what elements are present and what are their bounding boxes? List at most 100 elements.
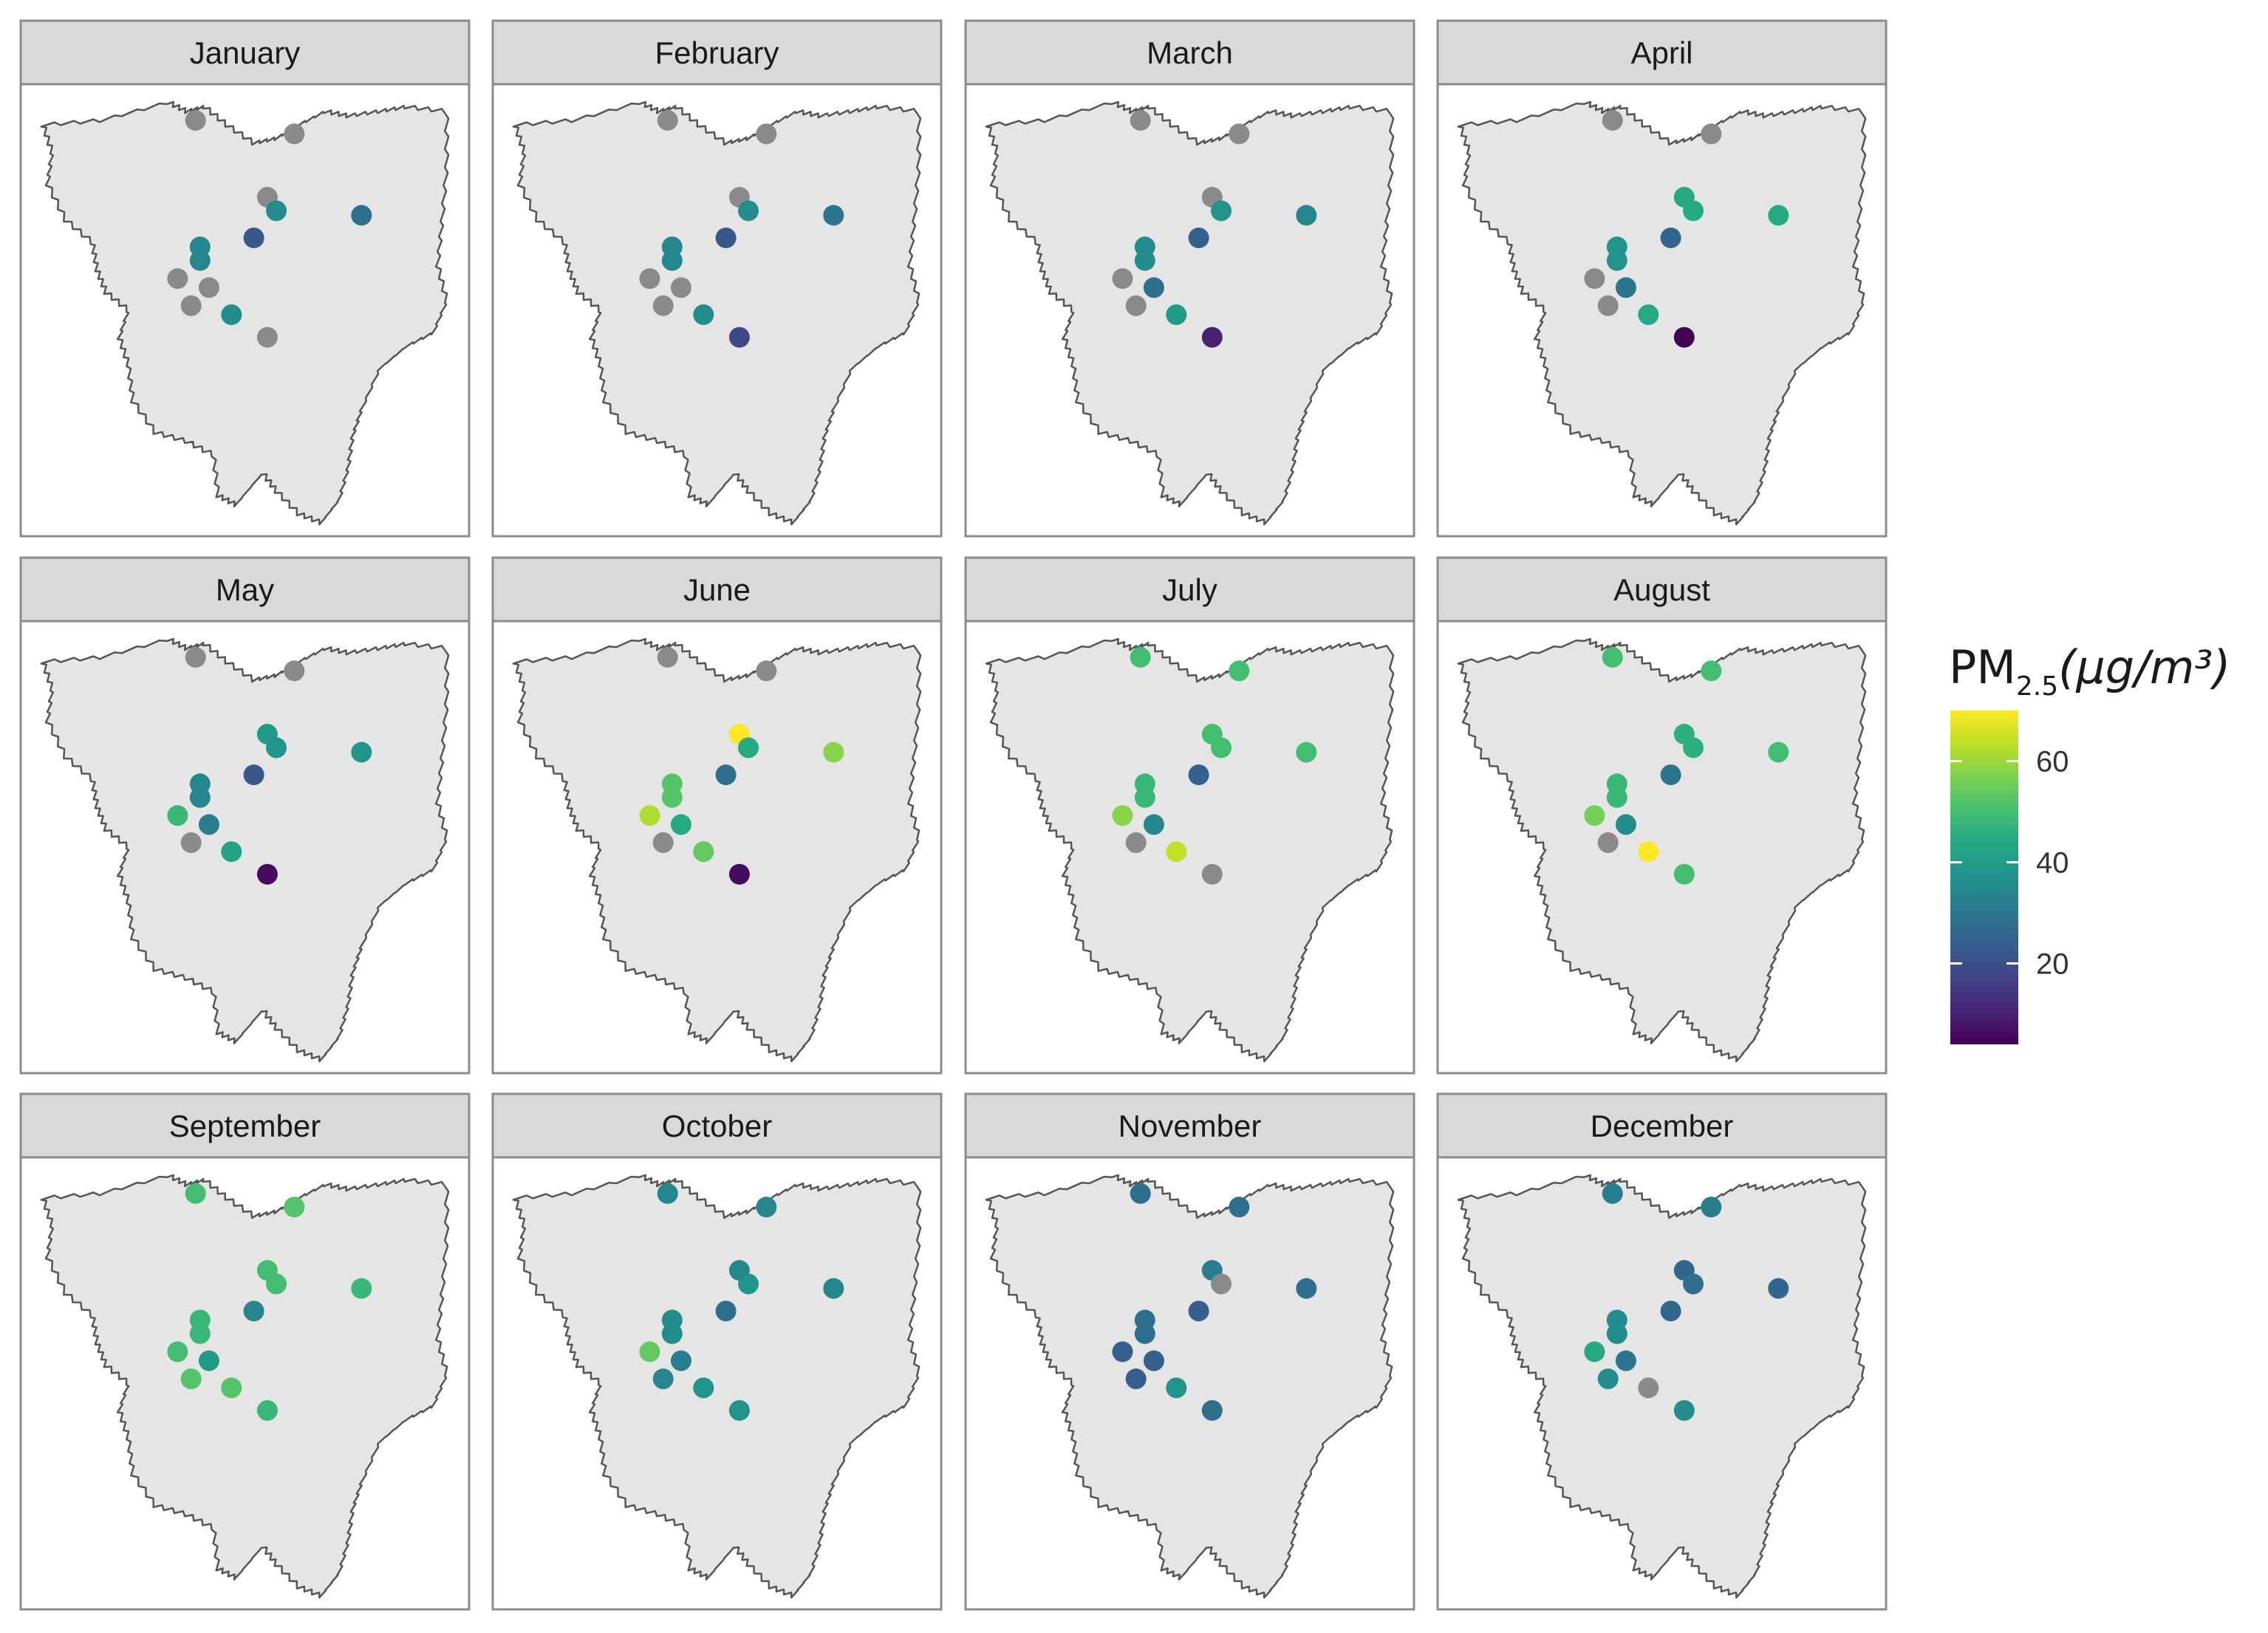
station-point-s12 xyxy=(1638,1377,1659,1399)
station-point-s5 xyxy=(1768,1278,1789,1299)
station-point-s10 xyxy=(198,1350,219,1372)
station-point-s10 xyxy=(670,814,691,835)
station-point-s12 xyxy=(221,304,242,326)
legend-tick-label: 60 xyxy=(2036,745,2069,778)
region-outline xyxy=(1457,637,1867,1063)
station-point-s13 xyxy=(1201,326,1223,348)
station-point-s5 xyxy=(1296,205,1317,226)
station-point-s10 xyxy=(1143,1350,1164,1372)
region-outline xyxy=(40,637,450,1063)
station-point-s13 xyxy=(256,1400,278,1421)
facet-title: October xyxy=(662,1109,772,1143)
facet-title: April xyxy=(1630,35,1693,70)
station-point-s11 xyxy=(652,295,674,316)
station-point-s5 xyxy=(351,205,372,226)
station-point-s2 xyxy=(756,660,777,682)
station-point-s13 xyxy=(256,326,278,348)
station-point-s12 xyxy=(221,1377,242,1399)
facet-strip xyxy=(19,556,471,623)
legend-ticks: 20 40 60 xyxy=(1950,745,2069,980)
station-point-s10 xyxy=(1615,814,1636,835)
station-point-s10 xyxy=(1615,277,1636,298)
station-point-s10 xyxy=(1143,277,1164,298)
station-point-s1 xyxy=(1130,110,1151,131)
station-point-s11 xyxy=(1597,295,1619,316)
station-point-s10 xyxy=(1615,1350,1636,1372)
region-outline xyxy=(985,100,1395,526)
station-point-s9 xyxy=(639,805,660,826)
station-point-s2 xyxy=(284,660,305,682)
facet-title: May xyxy=(216,572,274,607)
station-point-s2 xyxy=(756,1196,777,1218)
region-outline xyxy=(985,1174,1395,1599)
facet-strip xyxy=(19,19,471,86)
facet-panel-february: February xyxy=(491,19,943,538)
legend-title-subscript: 2.5 xyxy=(2016,671,2058,702)
facet-panel-december: December xyxy=(1436,1092,1888,1611)
station-point-s8 xyxy=(189,1323,211,1344)
station-point-s6 xyxy=(243,1301,264,1322)
color-legend: PM2.5(μg/m³) 20 40 60 xyxy=(1949,640,2230,1044)
station-point-s2 xyxy=(756,123,777,145)
station-point-s5 xyxy=(1768,205,1789,226)
station-point-s8 xyxy=(1606,787,1627,808)
facet-strip xyxy=(964,1092,1415,1159)
station-point-s4 xyxy=(738,1273,759,1295)
station-point-s6 xyxy=(1188,1301,1209,1322)
station-point-s2 xyxy=(1229,123,1250,145)
facet-strip xyxy=(964,556,1415,623)
facet-panel-april: April xyxy=(1436,19,1888,538)
facet-grid: January February March April May June July Augu… xyxy=(19,19,1888,1611)
region-outline xyxy=(1457,1174,1867,1599)
station-point-s11 xyxy=(1125,832,1147,853)
station-point-s9 xyxy=(167,805,188,826)
station-point-s11 xyxy=(1597,1368,1619,1389)
station-point-s2 xyxy=(1229,660,1250,682)
facet-strip xyxy=(964,19,1415,86)
facet-panel-september: September xyxy=(19,1092,471,1611)
facet-panel-august: August xyxy=(1436,556,1888,1075)
station-point-s13 xyxy=(256,863,278,885)
station-point-s5 xyxy=(1296,742,1317,763)
facet-panel-may: May xyxy=(19,556,471,1075)
station-point-s9 xyxy=(1584,805,1605,826)
station-point-s11 xyxy=(1125,295,1147,316)
station-point-s11 xyxy=(180,832,202,853)
station-point-s13 xyxy=(1201,863,1223,885)
station-point-s8 xyxy=(1134,1323,1155,1344)
station-point-s8 xyxy=(1134,787,1155,808)
station-point-s4 xyxy=(1683,737,1704,759)
station-point-s10 xyxy=(198,277,219,298)
station-point-s4 xyxy=(1683,1273,1704,1295)
station-point-s6 xyxy=(1188,764,1209,786)
station-point-s1 xyxy=(1130,1183,1151,1204)
facet-panel-june: June xyxy=(491,556,943,1075)
station-point-s12 xyxy=(221,841,242,863)
facet-title: December xyxy=(1591,1109,1734,1143)
station-point-s13 xyxy=(1673,1400,1695,1421)
station-point-s9 xyxy=(1584,268,1605,290)
station-point-s13 xyxy=(728,1400,750,1421)
station-point-s2 xyxy=(1701,1196,1722,1218)
station-point-s5 xyxy=(823,1278,844,1299)
station-point-s12 xyxy=(693,841,714,863)
station-point-s4 xyxy=(1683,200,1704,222)
facet-panel-october: October xyxy=(491,1092,943,1611)
station-point-s1 xyxy=(185,110,206,131)
station-point-s12 xyxy=(1638,841,1659,863)
station-point-s12 xyxy=(1166,1377,1187,1399)
station-point-s1 xyxy=(657,1183,678,1204)
region-outline xyxy=(512,100,922,526)
station-point-s8 xyxy=(1606,250,1627,271)
station-point-s8 xyxy=(1606,1323,1627,1344)
legend-title: PM2.5(μg/m³) xyxy=(1949,640,2230,702)
station-point-s8 xyxy=(189,787,211,808)
station-point-s5 xyxy=(351,1278,372,1299)
station-point-s6 xyxy=(1660,227,1681,249)
station-point-s9 xyxy=(639,268,660,290)
station-point-s13 xyxy=(1673,863,1695,885)
station-point-s6 xyxy=(715,227,737,249)
station-point-s1 xyxy=(1602,110,1623,131)
station-point-s10 xyxy=(670,1350,691,1372)
